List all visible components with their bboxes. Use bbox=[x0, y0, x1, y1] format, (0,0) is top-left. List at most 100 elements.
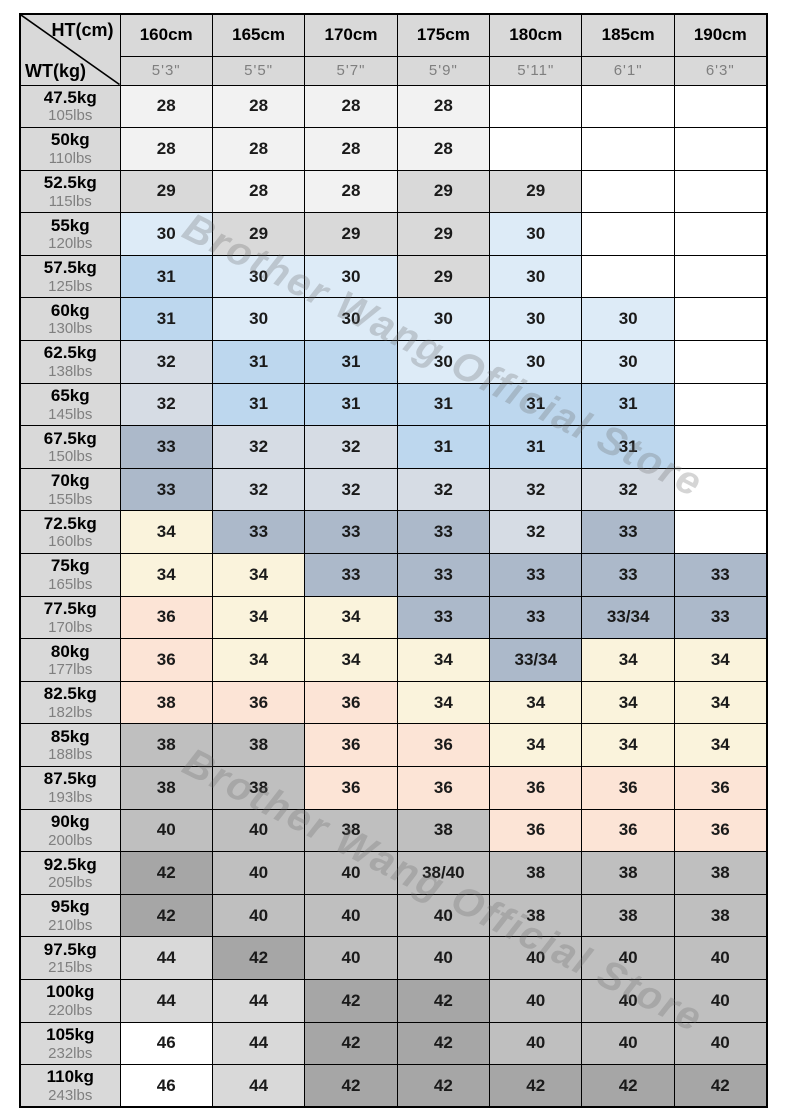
weight-header-cell: 110kg 243lbs bbox=[19, 1064, 121, 1108]
size-cell: 31 bbox=[119, 254, 213, 299]
weight-lbs-label: 215lbs bbox=[48, 959, 93, 977]
empty-cell bbox=[489, 127, 583, 171]
empty-cell bbox=[673, 212, 768, 256]
size-cell: 40 bbox=[304, 851, 398, 895]
table-header: HT(cm) WT(kg) 160cm 165cm 170cm 175cm 180cm 1… bbox=[19, 13, 768, 86]
height-ft-header: 5'11" bbox=[489, 55, 583, 86]
size-cell: 31 bbox=[211, 382, 306, 427]
weight-lbs-label: 170lbs bbox=[48, 618, 93, 636]
size-cell: 30 bbox=[396, 340, 491, 384]
size-cell: 34 bbox=[673, 723, 768, 767]
size-cell: 40 bbox=[119, 808, 213, 853]
weight-lbs-label: 210lbs bbox=[48, 916, 93, 934]
empty-cell bbox=[673, 510, 768, 555]
weight-header-cell: 80kg 177lbs bbox=[19, 638, 121, 682]
size-cell: 33 bbox=[304, 553, 398, 597]
size-cell: 40 bbox=[304, 936, 398, 980]
size-cell: 44 bbox=[119, 978, 213, 1023]
size-cell: 31 bbox=[304, 340, 398, 384]
weight-kg-label: 60kg bbox=[50, 300, 90, 320]
size-cell: 40 bbox=[489, 978, 583, 1023]
size-cell: 34 bbox=[211, 595, 306, 640]
size-cell: 28 bbox=[119, 84, 213, 129]
weight-kg-label: 100kg bbox=[46, 982, 95, 1002]
size-cell: 40 bbox=[396, 936, 491, 980]
size-cell: 33 bbox=[489, 595, 583, 640]
table-row: 95kg 210lbs 42 40 40 40 38 38 38 bbox=[19, 893, 768, 938]
size-cell: 31 bbox=[119, 297, 213, 342]
table-row: 80kg 177lbs 36 34 34 34 33/34 34 34 bbox=[19, 638, 768, 682]
table-row: 70kg 155lbs 33 32 32 32 32 32 bbox=[19, 467, 768, 512]
weight-kg-label: 90kg bbox=[50, 811, 90, 831]
size-cell: 33 bbox=[673, 595, 768, 640]
size-cell: 29 bbox=[396, 212, 491, 256]
weight-header-cell: 70kg 155lbs bbox=[19, 467, 121, 512]
size-cell: 34 bbox=[396, 680, 491, 725]
size-cell: 42 bbox=[119, 893, 213, 938]
empty-cell bbox=[581, 212, 675, 256]
size-cell: 32 bbox=[211, 425, 306, 469]
size-cell: 31 bbox=[211, 340, 306, 384]
size-cell: 34 bbox=[119, 553, 213, 597]
empty-cell bbox=[581, 169, 675, 214]
weight-header-cell: 105kg 232lbs bbox=[19, 1021, 121, 1066]
weight-header-cell: 85kg 188lbs bbox=[19, 723, 121, 767]
weight-lbs-label: 120lbs bbox=[48, 235, 93, 253]
size-cell: 42 bbox=[581, 1064, 675, 1108]
size-cell: 29 bbox=[489, 169, 583, 214]
size-cell: 34 bbox=[304, 595, 398, 640]
weight-kg-label: 70kg bbox=[50, 471, 90, 491]
size-cell: 31 bbox=[581, 382, 675, 427]
weight-header-cell: 90kg 200lbs bbox=[19, 808, 121, 853]
size-cell: 46 bbox=[119, 1064, 213, 1108]
empty-cell bbox=[673, 382, 768, 427]
table-row: 72.5kg 160lbs 34 33 33 33 32 33 bbox=[19, 510, 768, 555]
size-cell: 40 bbox=[489, 936, 583, 980]
size-cell: 38 bbox=[119, 723, 213, 767]
size-cell: 33 bbox=[673, 553, 768, 597]
size-chart-table: HT(cm) WT(kg) 160cm 165cm 170cm 175cm 180cm 1… bbox=[19, 13, 768, 1108]
size-cell: 38 bbox=[489, 851, 583, 895]
weight-lbs-label: 155lbs bbox=[48, 490, 93, 508]
weight-header-cell: 50kg 110lbs bbox=[19, 127, 121, 171]
height-ft-header: 5'5" bbox=[211, 55, 306, 86]
size-cell: 42 bbox=[396, 978, 491, 1023]
weight-lbs-label: 160lbs bbox=[48, 533, 93, 551]
size-cell: 36 bbox=[673, 766, 768, 810]
size-cell: 32 bbox=[396, 467, 491, 512]
weight-lbs-label: 200lbs bbox=[48, 831, 93, 849]
weight-header-cell: 55kg 120lbs bbox=[19, 212, 121, 256]
weight-kg-label: 67.5kg bbox=[43, 428, 97, 448]
size-cell: 30 bbox=[489, 254, 583, 299]
size-cell: 34 bbox=[581, 680, 675, 725]
size-cell: 33 bbox=[119, 467, 213, 512]
corner-ht-label: HT(cm) bbox=[51, 20, 114, 40]
size-cell: 38 bbox=[119, 680, 213, 725]
table-row: 47.5kg 105lbs 28 28 28 28 bbox=[19, 84, 768, 129]
weight-lbs-label: 232lbs bbox=[48, 1044, 93, 1062]
table-row: 90kg 200lbs 40 40 38 38 36 36 36 bbox=[19, 808, 768, 853]
size-cell: 31 bbox=[396, 382, 491, 427]
weight-kg-label: 47.5kg bbox=[43, 87, 97, 107]
size-cell: 40 bbox=[211, 893, 306, 938]
weight-header-cell: 67.5kg 150lbs bbox=[19, 425, 121, 469]
size-cell: 32 bbox=[489, 510, 583, 555]
weight-kg-label: 72.5kg bbox=[43, 513, 97, 533]
weight-lbs-label: 110lbs bbox=[48, 150, 92, 168]
height-cm-header-165cm: 165cm bbox=[211, 13, 306, 57]
empty-cell bbox=[673, 84, 768, 129]
table-row: 87.5kg 193lbs 38 38 36 36 36 36 36 bbox=[19, 766, 768, 810]
size-cell: 36 bbox=[581, 766, 675, 810]
size-cell: 40 bbox=[581, 978, 675, 1023]
size-cell: 36 bbox=[489, 766, 583, 810]
size-cell: 29 bbox=[396, 169, 491, 214]
size-cell: 38 bbox=[581, 893, 675, 938]
corner-wt-label: WT(kg) bbox=[25, 60, 86, 81]
size-cell: 42 bbox=[396, 1064, 491, 1108]
size-cell: 36 bbox=[304, 766, 398, 810]
size-cell: 42 bbox=[304, 978, 398, 1023]
size-cell: 33 bbox=[396, 595, 491, 640]
table-row: 60kg 130lbs 31 30 30 30 30 30 bbox=[19, 297, 768, 342]
table-row: 75kg 165lbs 34 34 33 33 33 33 33 bbox=[19, 553, 768, 597]
